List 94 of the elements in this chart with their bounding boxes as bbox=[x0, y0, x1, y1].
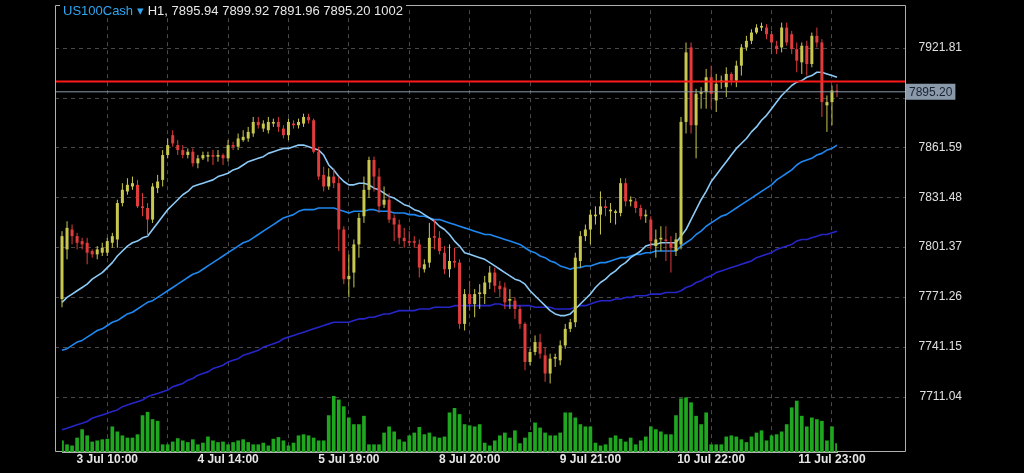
candlestick bbox=[508, 288, 512, 310]
candlestick bbox=[815, 27, 819, 48]
candlestick bbox=[372, 156, 376, 192]
x-tick-label: 8 Jul 20:00 bbox=[438, 451, 501, 466]
candlestick bbox=[80, 237, 84, 250]
candlestick bbox=[146, 202, 150, 237]
chart-title: US100Cash ▾ bbox=[63, 3, 144, 18]
candlestick bbox=[513, 296, 517, 320]
candlestick bbox=[664, 225, 668, 262]
y-tick-label: 7921.81 bbox=[918, 40, 963, 55]
y-tick-label: 7831.48 bbox=[918, 189, 963, 204]
candlestick bbox=[141, 192, 145, 217]
candlestick bbox=[231, 141, 235, 151]
candlestick bbox=[468, 280, 472, 312]
candlestick bbox=[322, 166, 326, 192]
candlestick bbox=[805, 40, 809, 77]
candlestick bbox=[432, 219, 436, 250]
candlestick bbox=[543, 346, 547, 383]
candlestick bbox=[135, 179, 139, 209]
candlestick bbox=[478, 283, 482, 310]
candlestick bbox=[327, 167, 331, 191]
candlestick bbox=[286, 118, 290, 141]
candlestick bbox=[196, 154, 200, 169]
candlestick bbox=[790, 30, 794, 55]
candlestick bbox=[795, 41, 799, 73]
candlestick bbox=[800, 41, 804, 75]
candlestick bbox=[347, 253, 351, 298]
y-tick-label: 7861.59 bbox=[918, 139, 963, 154]
candlestick bbox=[533, 334, 537, 356]
candlestick bbox=[825, 94, 829, 133]
candlestick bbox=[221, 152, 225, 166]
candlestick bbox=[70, 224, 74, 245]
x-tick-label: 10 Jul 22:00 bbox=[677, 451, 746, 466]
candlestick bbox=[548, 353, 552, 384]
y-tick-label: 7741.15 bbox=[918, 339, 963, 354]
ref-line-label: 7895.20 bbox=[909, 84, 953, 99]
candlestick bbox=[770, 30, 774, 55]
candlestick bbox=[206, 151, 210, 163]
candlestick bbox=[397, 219, 401, 245]
candlestick bbox=[488, 265, 492, 290]
candlestick bbox=[85, 237, 89, 265]
candlestick bbox=[780, 22, 784, 53]
candlestick bbox=[785, 22, 789, 47]
x-tick-label: 5 Jul 19:00 bbox=[318, 451, 380, 466]
candlestick bbox=[734, 60, 738, 88]
candlestick bbox=[538, 333, 542, 360]
candlestick bbox=[65, 220, 69, 260]
chart-subtitle: H1, 7895.94 7899.92 7891.96 7895.20 1002 bbox=[147, 3, 403, 18]
candlestick bbox=[714, 73, 718, 113]
candlestick bbox=[669, 235, 673, 274]
candlestick bbox=[473, 288, 477, 318]
candlestick bbox=[518, 305, 522, 330]
candlestick bbox=[211, 149, 215, 166]
candlestick bbox=[654, 229, 658, 259]
candlestick bbox=[437, 230, 441, 255]
candlestick bbox=[649, 215, 653, 250]
candlestick bbox=[588, 209, 592, 245]
candlestick bbox=[483, 275, 487, 305]
candlestick bbox=[503, 281, 507, 310]
y-tick-label: 7711.04 bbox=[919, 388, 963, 403]
candlestick bbox=[392, 214, 396, 242]
candlestick bbox=[75, 232, 79, 250]
x-tick-label: 4 Jul 14:00 bbox=[197, 451, 260, 466]
candlestick bbox=[382, 185, 386, 209]
candlestick bbox=[120, 182, 124, 207]
candlestick bbox=[830, 85, 834, 126]
candlestick bbox=[332, 167, 336, 189]
candlestick bbox=[166, 137, 170, 159]
candlestick bbox=[453, 247, 457, 269]
candlestick bbox=[201, 151, 205, 161]
candlestick bbox=[156, 174, 160, 194]
candlestick bbox=[493, 267, 497, 293]
candlestick bbox=[558, 339, 562, 366]
x-tick-label: 11 Jul 23:00 bbox=[798, 451, 866, 466]
candlestick bbox=[251, 116, 255, 138]
candlestick bbox=[563, 323, 567, 350]
y-tick-label: 7801.37 bbox=[918, 239, 963, 254]
candlestick bbox=[226, 139, 230, 163]
candlestick bbox=[216, 149, 220, 163]
x-tick-label: 3 Jul 10:00 bbox=[76, 451, 139, 466]
candlestick bbox=[674, 232, 678, 257]
x-tick-label: 9 Jul 21:00 bbox=[559, 451, 622, 466]
candlestick bbox=[442, 245, 446, 275]
candlestick bbox=[105, 237, 109, 257]
candlestick bbox=[417, 238, 421, 279]
candlestick bbox=[624, 177, 628, 207]
candlestick bbox=[448, 243, 451, 279]
candlestick bbox=[387, 192, 391, 224]
y-tick-label: 7771.26 bbox=[918, 289, 963, 304]
candlestick bbox=[598, 190, 602, 235]
candlestick bbox=[402, 227, 406, 249]
candlestick bbox=[739, 43, 743, 77]
candlestick bbox=[191, 147, 195, 168]
candlestick bbox=[699, 86, 703, 110]
